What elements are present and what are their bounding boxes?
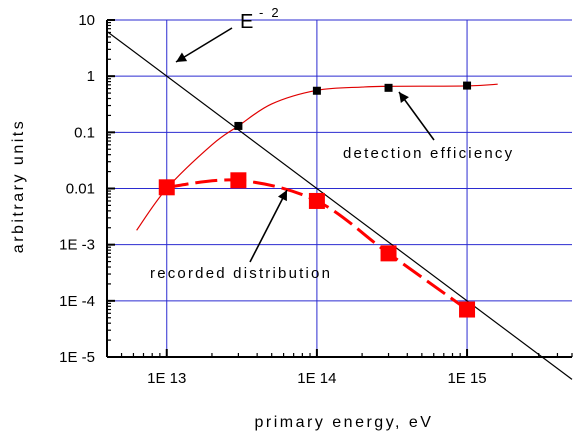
grid [107, 19, 572, 358]
tick-labels: 10 1 0.1 0.01 1E -3 1E -4 1E -5 1E 13 1E 14 1E 15 [59, 12, 487, 387]
recorded-distribution-point-4 [459, 301, 476, 318]
y-tick-label-5: 1E -4 [59, 293, 95, 310]
detection-efficiency-point-0 [234, 121, 243, 130]
recorded-distribution-point-3 [380, 245, 397, 262]
arrow-e-minus-2-head [176, 52, 188, 62]
y-axis-title: arbitrary units [10, 119, 27, 253]
detection-efficiency-point-2 [384, 83, 393, 92]
series-detection-efficiency-fit [136, 83, 498, 231]
arrow-recorded-distribution-head [277, 190, 287, 202]
annotation-e-label: E [240, 11, 253, 33]
arrow-recorded-distribution-shaft [249, 189, 288, 263]
annotation-detection-efficiency: detection efficiency [343, 145, 514, 162]
series-e-minus-2-line [106, 30, 573, 380]
x-tick-label-1: 1E 14 [297, 370, 336, 387]
annotations: E - 2 detection efficiency recorded dist… [150, 5, 514, 282]
y-tick-label-6: 1E -5 [59, 349, 95, 366]
recorded-distribution-point-0 [158, 179, 175, 196]
axes [106, 19, 573, 358]
y-tick-label-4: 1E -3 [59, 237, 95, 254]
y-tick-label-2: 0.1 [74, 124, 95, 141]
y-tick-label-3: 0.01 [66, 181, 95, 198]
annotation-recorded-distribution: recorded distribution [150, 265, 332, 282]
x-tick-label-2: 1E 15 [447, 370, 486, 387]
x-axis-title: primary energy, eV [255, 414, 434, 431]
x-tick-label-0: 1E 13 [147, 370, 186, 387]
y-tick-label-1: 1 [87, 68, 95, 85]
arrow-detection-efficiency [398, 91, 435, 141]
arrow-detection-efficiency-head [399, 92, 409, 104]
recorded-distribution-point-1 [230, 172, 247, 189]
annotation-e-exponent: - 2 [259, 5, 281, 20]
detection-efficiency-point-3 [463, 81, 472, 90]
detection-efficiency-point-1 [312, 86, 321, 95]
recorded-distribution-point-2 [308, 192, 325, 209]
y-tick-label-0: 10 [78, 12, 95, 29]
arrow-recorded-distribution [249, 189, 288, 263]
arrow-e-minus-2-shaft [175, 27, 233, 63]
series-layer [106, 27, 573, 380]
arrow-e-minus-2 [175, 27, 233, 63]
